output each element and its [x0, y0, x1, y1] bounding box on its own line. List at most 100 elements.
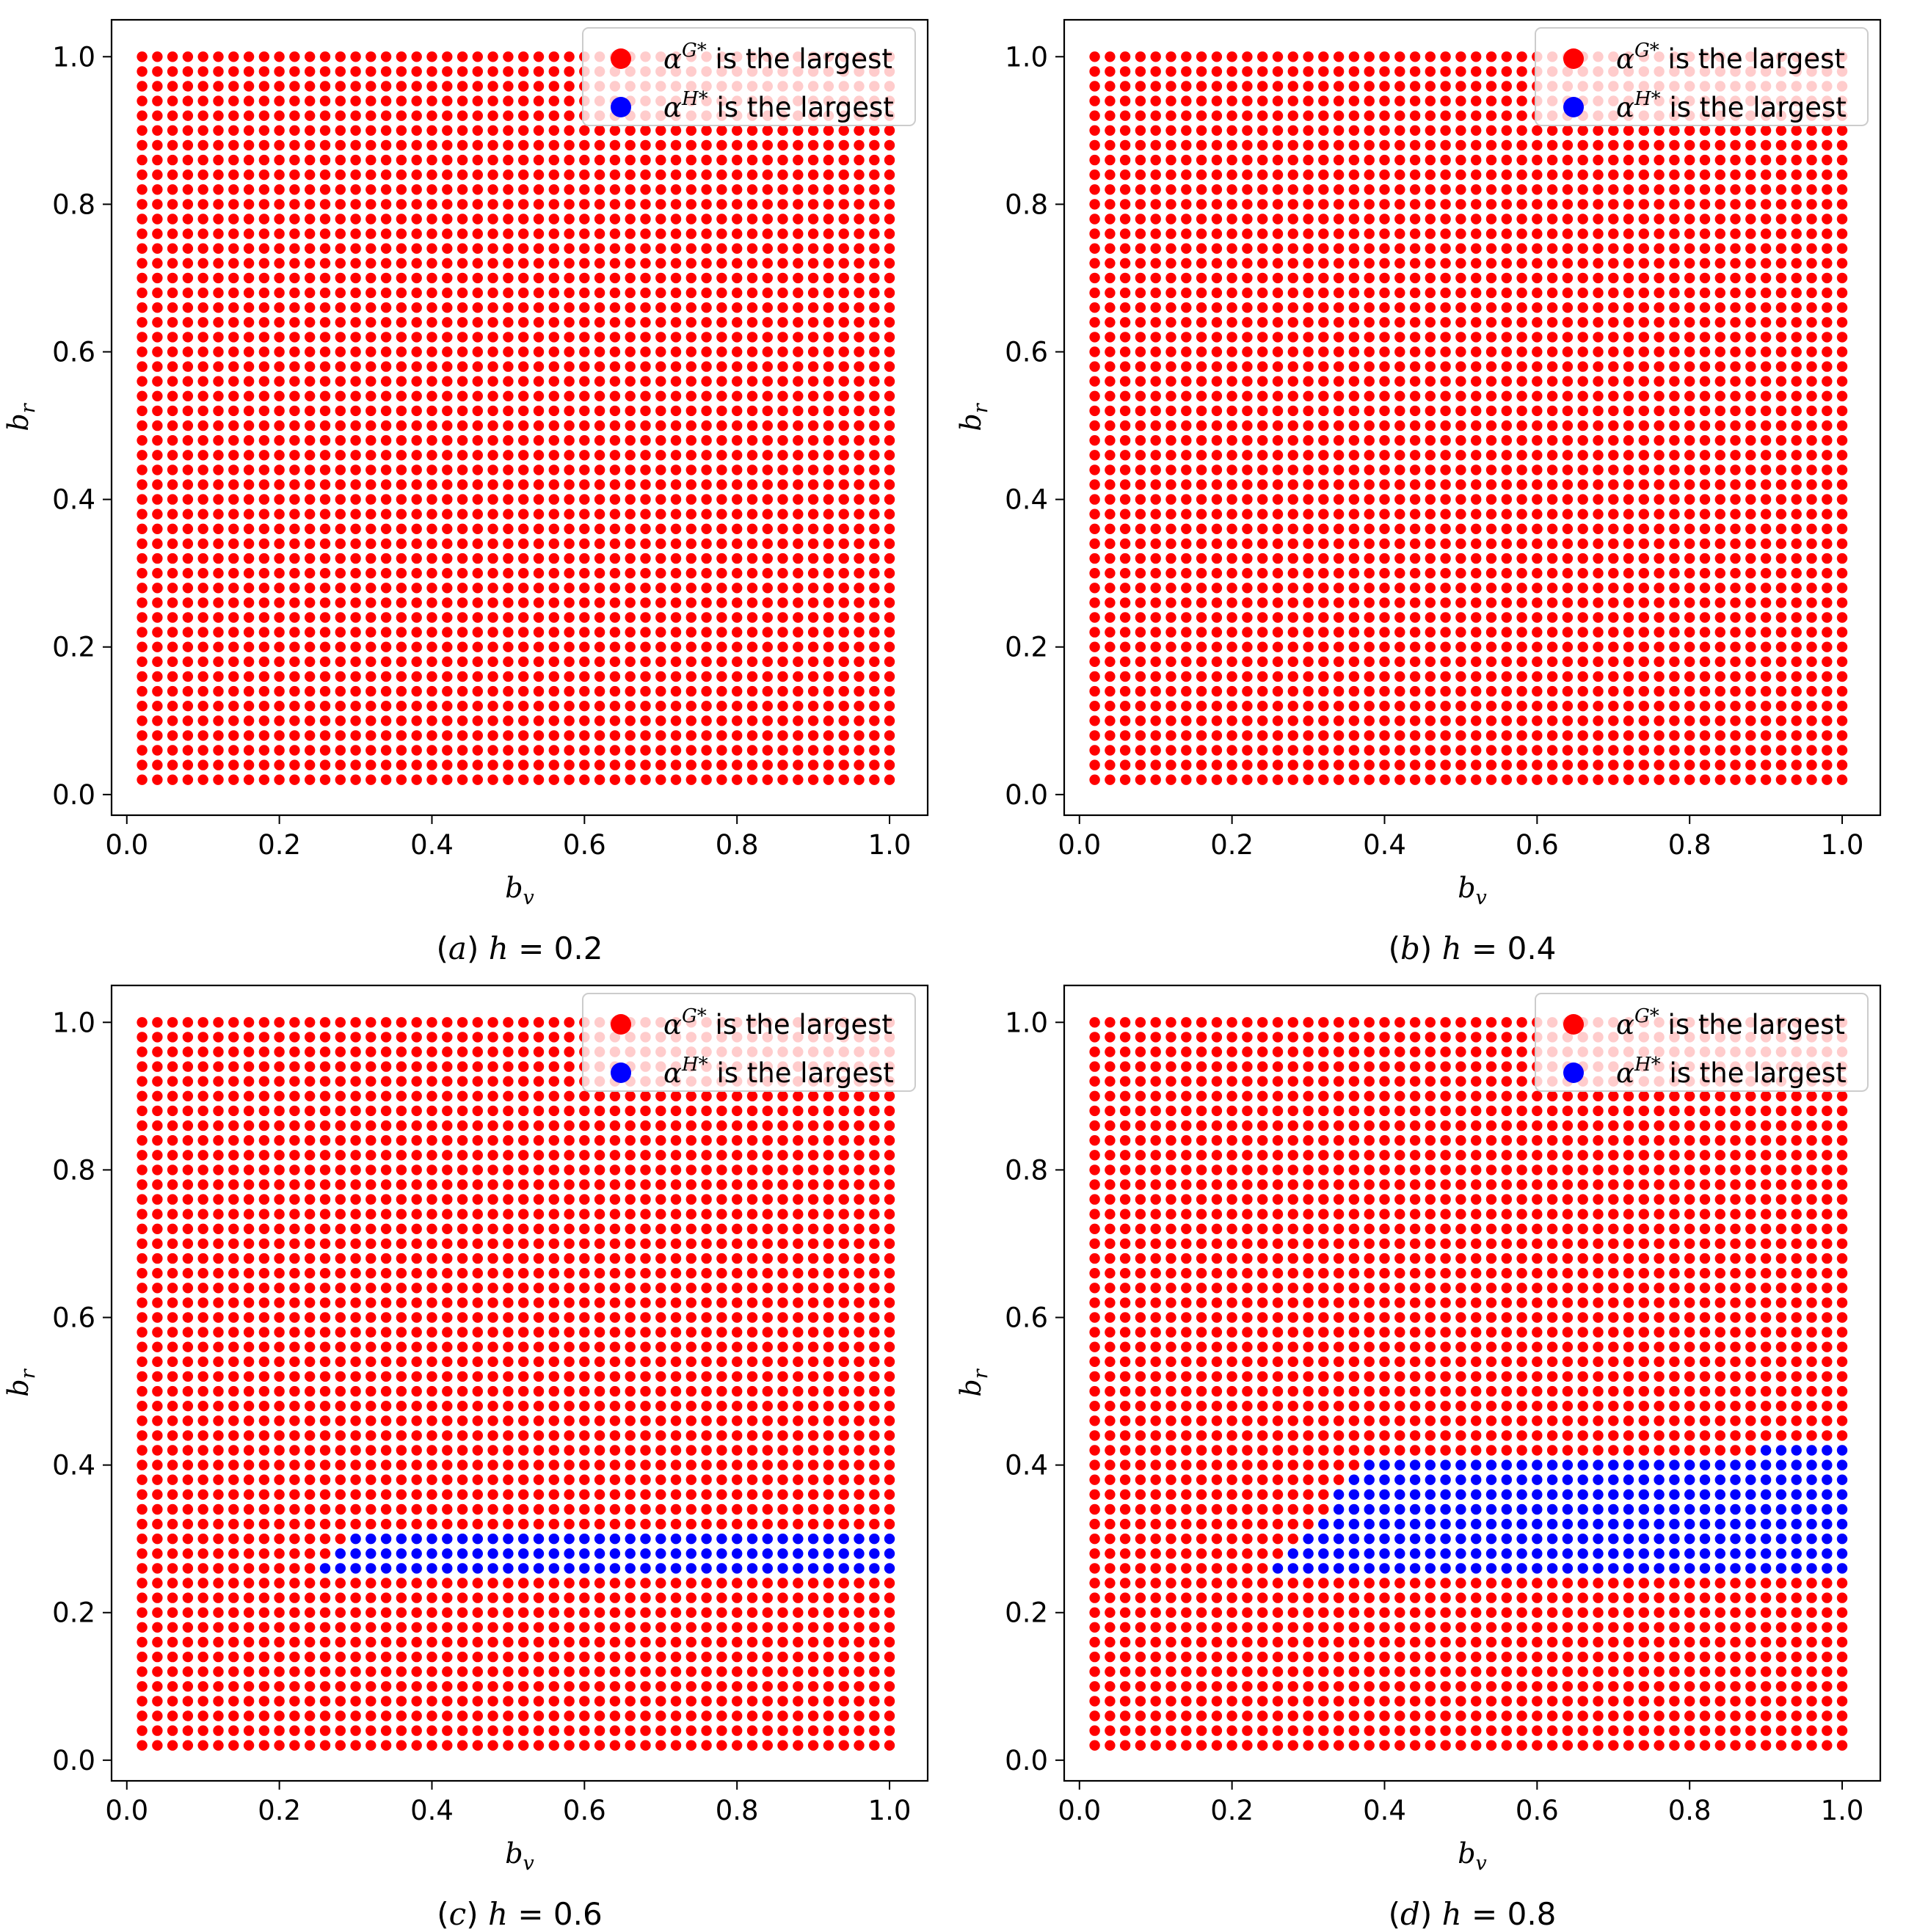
point-alpha-g	[426, 671, 437, 682]
point-alpha-g	[807, 553, 819, 564]
point-alpha-g	[396, 671, 407, 682]
point-alpha-g	[503, 450, 514, 461]
point-alpha-g	[1669, 597, 1680, 608]
point-alpha-g	[1730, 317, 1741, 328]
point-alpha-g	[1684, 685, 1695, 697]
point-alpha-g	[609, 435, 621, 446]
point-alpha-g	[1791, 464, 1802, 475]
point-alpha-g	[365, 346, 377, 357]
point-alpha-g	[1440, 125, 1451, 136]
point-alpha-g	[1089, 346, 1100, 357]
point-alpha-g	[1211, 759, 1223, 770]
point-alpha-g	[1105, 228, 1116, 239]
point-alpha-g	[1333, 508, 1345, 520]
point-alpha-g	[472, 199, 483, 210]
point-alpha-g	[472, 66, 483, 77]
point-alpha-g	[1181, 508, 1192, 520]
point-alpha-g	[411, 51, 422, 62]
point-alpha-g	[472, 95, 483, 106]
point-alpha-g	[1791, 715, 1802, 726]
point-alpha-g	[793, 494, 804, 505]
point-alpha-g	[1791, 405, 1802, 417]
point-alpha-g	[1608, 715, 1619, 726]
point-alpha-g	[579, 125, 590, 136]
point-alpha-g	[1226, 81, 1237, 92]
point-alpha-g	[1150, 376, 1161, 387]
point-alpha-g	[1745, 759, 1756, 770]
point-alpha-g	[182, 715, 194, 726]
point-alpha-g	[1714, 730, 1725, 741]
point-alpha-g	[1135, 523, 1146, 534]
point-alpha-g	[411, 214, 422, 225]
point-alpha-g	[1409, 553, 1421, 564]
point-alpha-g	[685, 538, 696, 550]
point-alpha-g	[182, 228, 194, 239]
point-alpha-g	[655, 199, 666, 210]
point-alpha-g	[426, 361, 437, 372]
axes-frame	[110, 18, 929, 817]
point-alpha-g	[1379, 685, 1390, 697]
point-alpha-g	[472, 701, 483, 712]
point-alpha-g	[685, 479, 696, 490]
point-alpha-g	[762, 730, 774, 741]
point-alpha-g	[457, 553, 468, 564]
point-alpha-g	[1485, 317, 1497, 328]
point-alpha-g	[1181, 169, 1192, 181]
point-alpha-g	[564, 568, 575, 579]
point-alpha-g	[1119, 568, 1131, 579]
point-alpha-g	[625, 538, 636, 550]
point-alpha-g	[716, 405, 727, 417]
point-alpha-g	[503, 420, 514, 431]
point-alpha-g	[1394, 199, 1405, 210]
point-alpha-g	[228, 508, 239, 520]
point-alpha-g	[1714, 553, 1725, 564]
point-alpha-g	[732, 568, 743, 579]
point-alpha-g	[564, 346, 575, 357]
point-alpha-g	[1730, 243, 1741, 254]
point-alpha-g	[1760, 715, 1772, 726]
point-alpha-g	[579, 214, 590, 225]
point-alpha-g	[1730, 420, 1741, 431]
point-alpha-g	[197, 243, 208, 254]
point-alpha-g	[1593, 420, 1604, 431]
point-alpha-g	[1516, 228, 1527, 239]
point-alpha-g	[365, 538, 377, 550]
point-alpha-g	[1654, 523, 1665, 534]
point-alpha-g	[869, 346, 880, 357]
point-alpha-g	[1196, 272, 1207, 284]
point-alpha-g	[1791, 612, 1802, 623]
point-alpha-g	[365, 523, 377, 534]
point-alpha-g	[533, 95, 545, 106]
point-alpha-g	[533, 214, 545, 225]
point-alpha-g	[1471, 420, 1482, 431]
point-alpha-g	[472, 228, 483, 239]
point-alpha-g	[1623, 597, 1634, 608]
point-alpha-g	[807, 376, 819, 387]
point-alpha-g	[1714, 376, 1725, 387]
point-alpha-g	[670, 745, 682, 756]
point-alpha-g	[579, 523, 590, 534]
point-alpha-g	[1714, 435, 1725, 446]
point-alpha-g	[716, 583, 727, 594]
point-alpha-g	[869, 523, 880, 534]
point-alpha-g	[1730, 390, 1741, 401]
point-alpha-g	[1775, 214, 1787, 225]
point-alpha-g	[1379, 376, 1390, 387]
point-alpha-g	[1669, 464, 1680, 475]
point-alpha-g	[442, 376, 453, 387]
point-alpha-g	[793, 420, 804, 431]
point-alpha-g	[1654, 420, 1665, 431]
point-alpha-g	[1593, 228, 1604, 239]
point-alpha-g	[1303, 287, 1314, 299]
point-alpha-g	[1318, 317, 1329, 328]
point-alpha-g	[167, 627, 178, 638]
point-alpha-g	[1105, 346, 1116, 357]
point-alpha-g	[1532, 671, 1543, 682]
point-alpha-g	[1409, 701, 1421, 712]
point-alpha-g	[1608, 612, 1619, 623]
point-alpha-g	[350, 139, 361, 151]
point-alpha-g	[274, 332, 285, 343]
point-alpha-g	[1409, 641, 1421, 652]
point-alpha-g	[1440, 317, 1451, 328]
point-alpha-g	[319, 774, 331, 785]
